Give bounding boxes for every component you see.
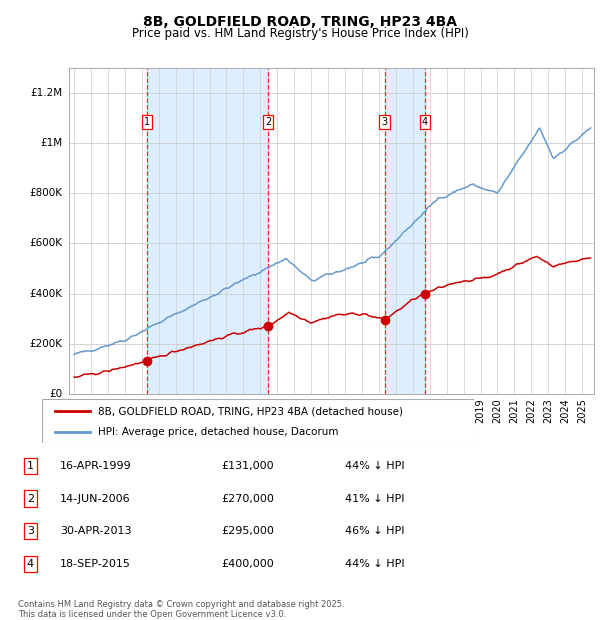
Text: 1: 1 xyxy=(27,461,34,471)
Bar xyxy=(147,68,268,394)
Text: £1.2M: £1.2M xyxy=(31,88,63,98)
Text: £200K: £200K xyxy=(30,339,63,348)
Text: £1M: £1M xyxy=(41,138,63,148)
Text: £0: £0 xyxy=(50,389,63,399)
Text: 2: 2 xyxy=(265,117,271,127)
Text: 3: 3 xyxy=(27,526,34,536)
Text: HPI: Average price, detached house, Dacorum: HPI: Average price, detached house, Daco… xyxy=(98,427,338,437)
Text: 41% ↓ HPI: 41% ↓ HPI xyxy=(345,494,404,503)
Text: 2: 2 xyxy=(27,494,34,503)
Text: 18-SEP-2015: 18-SEP-2015 xyxy=(60,559,131,569)
FancyBboxPatch shape xyxy=(42,399,474,443)
Text: £400,000: £400,000 xyxy=(221,559,274,569)
Text: £600K: £600K xyxy=(30,239,63,249)
Bar xyxy=(385,68,425,394)
Text: 3: 3 xyxy=(382,117,388,127)
Text: 8B, GOLDFIELD ROAD, TRING, HP23 4BA (detached house): 8B, GOLDFIELD ROAD, TRING, HP23 4BA (det… xyxy=(98,406,403,416)
Text: £131,000: £131,000 xyxy=(221,461,274,471)
Text: 30-APR-2013: 30-APR-2013 xyxy=(60,526,132,536)
Text: £800K: £800K xyxy=(30,188,63,198)
Text: 8B, GOLDFIELD ROAD, TRING, HP23 4BA: 8B, GOLDFIELD ROAD, TRING, HP23 4BA xyxy=(143,16,457,30)
Text: 4: 4 xyxy=(27,559,34,569)
Text: Contains HM Land Registry data © Crown copyright and database right 2025.
This d: Contains HM Land Registry data © Crown c… xyxy=(18,600,344,619)
Text: 44% ↓ HPI: 44% ↓ HPI xyxy=(345,461,405,471)
Text: 44% ↓ HPI: 44% ↓ HPI xyxy=(345,559,405,569)
Text: £295,000: £295,000 xyxy=(221,526,274,536)
Text: 46% ↓ HPI: 46% ↓ HPI xyxy=(345,526,404,536)
Text: 1: 1 xyxy=(143,117,150,127)
Text: 14-JUN-2006: 14-JUN-2006 xyxy=(60,494,131,503)
Text: 16-APR-1999: 16-APR-1999 xyxy=(60,461,132,471)
Text: £400K: £400K xyxy=(30,288,63,299)
Text: 4: 4 xyxy=(422,117,428,127)
Text: £270,000: £270,000 xyxy=(221,494,274,503)
Text: Price paid vs. HM Land Registry's House Price Index (HPI): Price paid vs. HM Land Registry's House … xyxy=(131,27,469,40)
